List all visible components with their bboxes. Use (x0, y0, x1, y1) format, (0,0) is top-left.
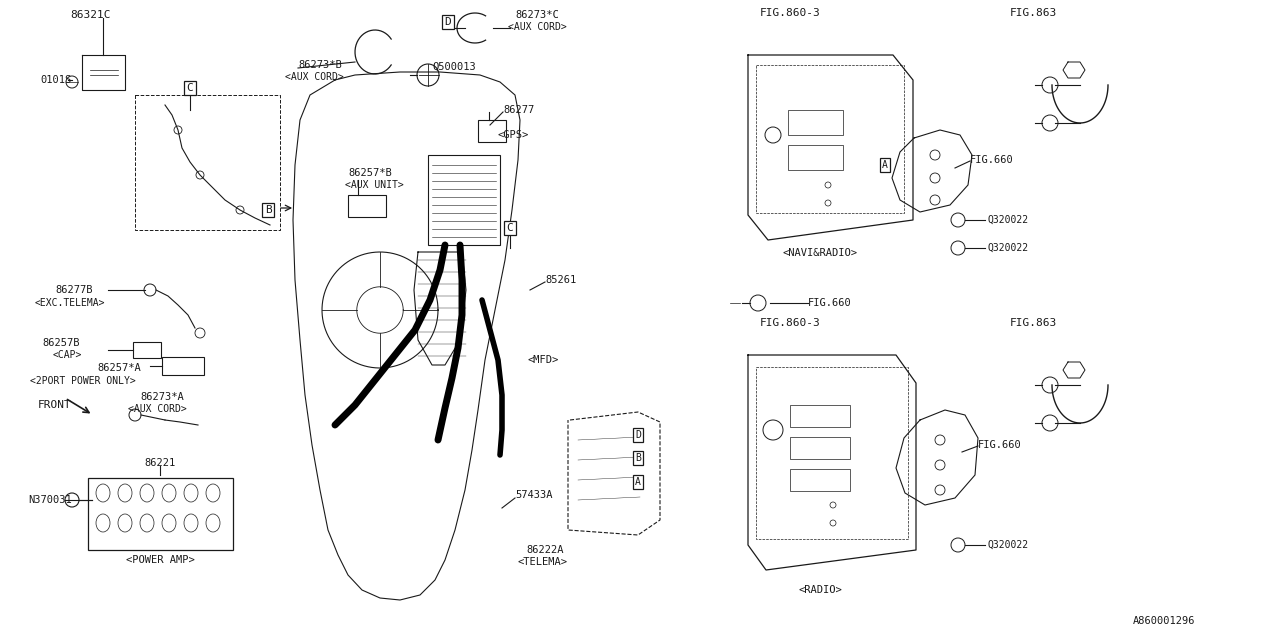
Text: 0101S: 0101S (40, 75, 72, 85)
Text: 86222A: 86222A (526, 545, 563, 555)
Text: 86277B: 86277B (55, 285, 92, 295)
Text: <AUX UNIT>: <AUX UNIT> (346, 180, 403, 190)
Text: <AUX CORD>: <AUX CORD> (508, 22, 567, 32)
Bar (790, 437, 850, 459)
Text: N370031: N370031 (28, 495, 72, 505)
Text: 86277: 86277 (503, 105, 534, 115)
Text: B: B (265, 205, 271, 215)
Bar (790, 405, 850, 427)
Bar (790, 469, 850, 491)
Text: Q320022: Q320022 (988, 243, 1029, 253)
Bar (788, 110, 844, 135)
Text: C: C (187, 83, 193, 93)
Text: Q320022: Q320022 (988, 215, 1029, 225)
Text: <MFD>: <MFD> (529, 355, 559, 365)
Text: A: A (635, 477, 641, 487)
Text: <EXC.TELEMA>: <EXC.TELEMA> (35, 298, 105, 308)
Text: <AUX CORD>: <AUX CORD> (285, 72, 344, 82)
Bar (428, 155, 500, 245)
Bar (88, 478, 233, 550)
Text: A: A (882, 160, 888, 170)
Text: 86221: 86221 (145, 458, 175, 468)
Text: C: C (507, 223, 513, 233)
Text: FIG.863: FIG.863 (1010, 318, 1057, 328)
Bar (756, 367, 908, 539)
Text: B: B (635, 453, 641, 463)
Text: FIG.660: FIG.660 (970, 155, 1014, 165)
Text: 86273*B: 86273*B (298, 60, 342, 70)
Text: <2PORT POWER ONLY>: <2PORT POWER ONLY> (29, 376, 136, 386)
Text: <NAVI&RADIO>: <NAVI&RADIO> (782, 248, 858, 258)
Text: 85261: 85261 (545, 275, 576, 285)
Bar (756, 65, 904, 213)
Text: 86257*B: 86257*B (348, 168, 392, 178)
Text: A860001296: A860001296 (1133, 616, 1196, 626)
Text: <AUX CORD>: <AUX CORD> (128, 404, 187, 414)
Text: Q500013: Q500013 (433, 62, 476, 72)
Text: D: D (635, 430, 641, 440)
Bar (163, 357, 204, 375)
Text: <POWER AMP>: <POWER AMP> (125, 555, 195, 565)
Text: 86273*C: 86273*C (515, 10, 559, 20)
Text: 86257*A: 86257*A (97, 363, 141, 373)
Text: 86321C: 86321C (70, 10, 110, 20)
Text: FRONT: FRONT (38, 400, 72, 410)
Text: FIG.660: FIG.660 (808, 298, 851, 308)
Text: <TELEMA>: <TELEMA> (517, 557, 567, 567)
Bar (133, 342, 161, 358)
Text: Q320022: Q320022 (988, 540, 1029, 550)
Text: FIG.860-3: FIG.860-3 (760, 318, 820, 328)
Text: <RADIO>: <RADIO> (799, 585, 842, 595)
Bar (788, 145, 844, 170)
Text: 86273*A: 86273*A (140, 392, 184, 402)
Text: FIG.860-3: FIG.860-3 (760, 8, 820, 18)
Bar (348, 195, 387, 217)
Text: <GPS>: <GPS> (498, 130, 529, 140)
Text: <CAP>: <CAP> (52, 350, 82, 360)
Bar (477, 120, 506, 142)
Text: 86257B: 86257B (42, 338, 79, 348)
Text: FIG.863: FIG.863 (1010, 8, 1057, 18)
Text: 57433A: 57433A (515, 490, 553, 500)
Text: FIG.660: FIG.660 (978, 440, 1021, 450)
Text: D: D (444, 17, 452, 27)
